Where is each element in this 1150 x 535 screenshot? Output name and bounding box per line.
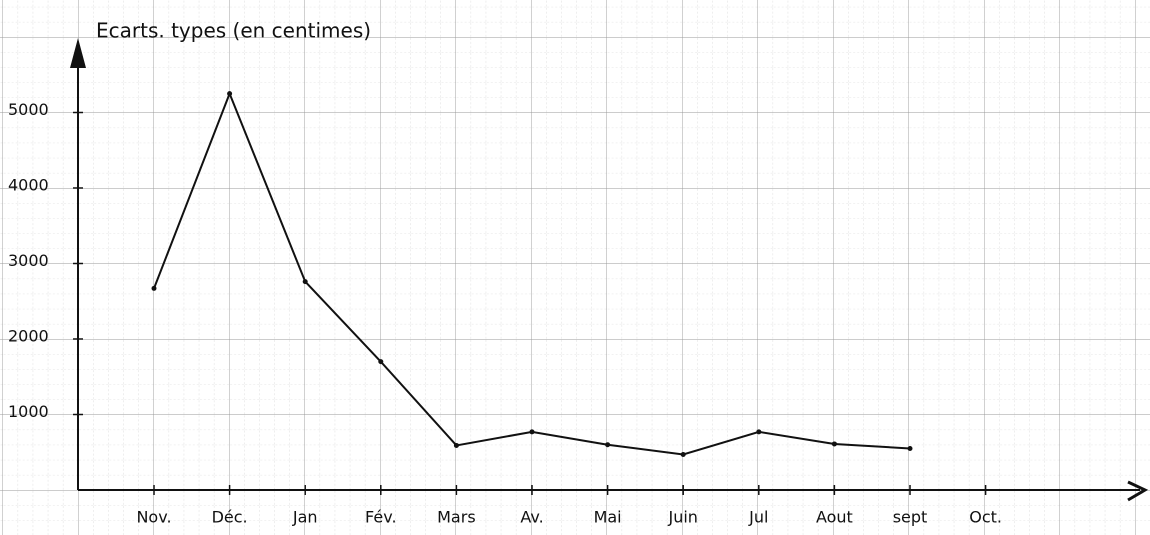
x-tick-label: Mai — [594, 508, 622, 527]
data-point — [907, 445, 913, 451]
x-tick-label: Nov. — [136, 508, 171, 527]
data-point — [831, 441, 837, 447]
x-tick-label: sept — [893, 508, 928, 527]
x-arrow — [1127, 480, 1149, 502]
data-point — [680, 452, 686, 458]
data-point — [151, 285, 157, 291]
y-tick-label: 1000 — [8, 402, 49, 421]
y-tick-label: 4000 — [8, 176, 49, 195]
x-tick-label: Jul — [748, 508, 768, 527]
x-tick-label: Mars — [437, 508, 476, 527]
data-point — [605, 442, 611, 448]
y-tick-label: 2000 — [8, 327, 49, 346]
data-point — [453, 442, 459, 448]
y-tick-label: 5000 — [8, 100, 49, 119]
data-point — [529, 429, 535, 435]
x-tick-label: Jan — [292, 508, 318, 527]
y-arrow — [70, 38, 86, 68]
x-tick-label: Déc. — [212, 508, 248, 527]
x-tick-label: Av. — [520, 508, 543, 527]
data-point — [756, 429, 762, 435]
x-tick-label: Fév. — [365, 508, 396, 527]
x-tick-label: Juin — [667, 508, 697, 527]
x-tick-label: Aout — [816, 508, 853, 527]
x-tick-label: Oct. — [969, 508, 1002, 527]
y-tick-label: 3000 — [8, 251, 49, 270]
chart-title: Ecarts. types (en centimes) — [96, 19, 371, 43]
data-point — [302, 279, 308, 285]
data-point — [227, 91, 233, 97]
data-point — [378, 359, 384, 365]
